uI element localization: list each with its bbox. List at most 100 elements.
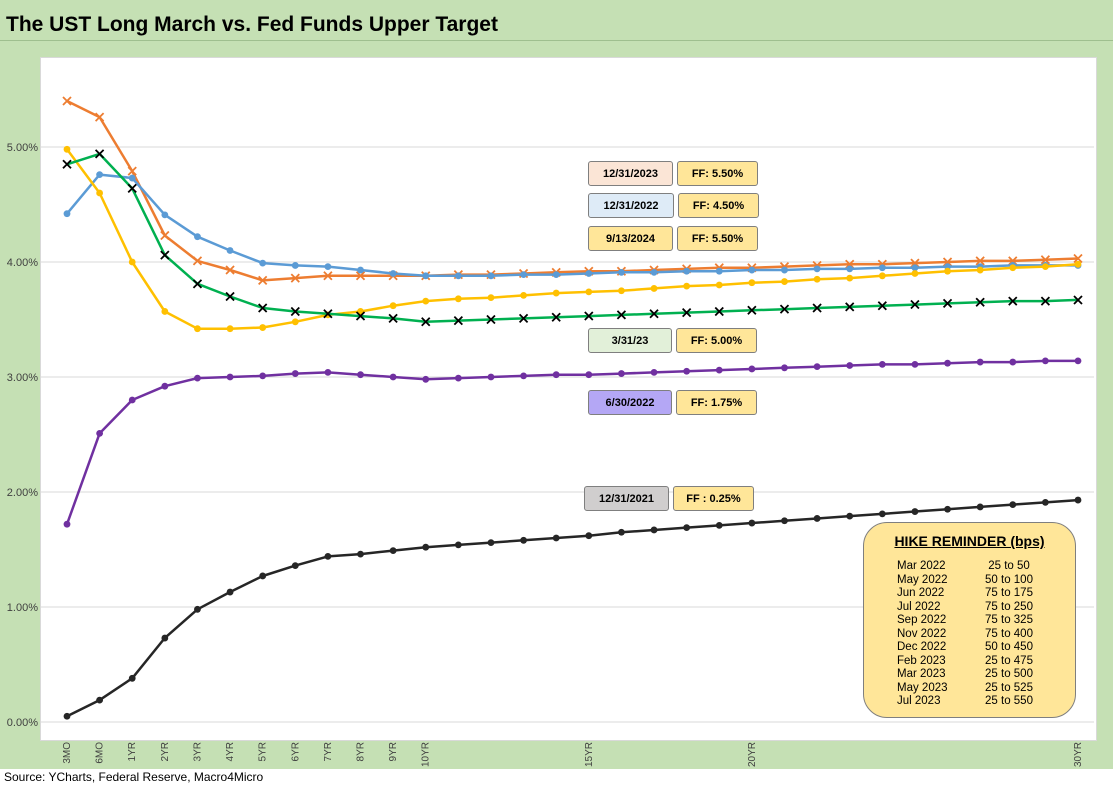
data-point <box>226 325 234 333</box>
data-point <box>715 521 723 529</box>
series-9-13-2024 <box>63 145 1082 333</box>
data-point <box>518 313 529 323</box>
hike-month: Jun 2022 <box>897 587 945 599</box>
data-point <box>1008 296 1018 306</box>
x-tick-label: 9YR <box>388 742 399 761</box>
hike-value: 75 to 175 <box>985 587 1033 599</box>
data-point <box>650 285 658 292</box>
data-point <box>258 303 268 313</box>
data-point <box>96 189 104 197</box>
data-point <box>291 562 299 569</box>
data-point <box>779 304 790 314</box>
data-point <box>194 325 201 333</box>
data-point <box>259 259 267 267</box>
data-point <box>323 271 333 281</box>
hike-reminder-row: Dec 2022 50 to 450 <box>897 641 1049 655</box>
data-point <box>520 271 527 279</box>
data-point <box>975 297 985 307</box>
hike-month: May 2022 <box>897 573 948 586</box>
hike-month: Jul 2023 <box>897 695 941 707</box>
hike-reminder-row: Mar 2022 25 to 50 <box>897 560 1049 574</box>
hike-reminder-row: May 2023 25 to 525 <box>897 682 1049 696</box>
x-tick-label: 10YR <box>421 742 432 767</box>
data-point <box>454 374 462 382</box>
data-point <box>944 505 951 513</box>
legend-date-box: 6/30/2022 <box>588 390 672 415</box>
data-point <box>487 272 495 280</box>
hike-reminder-row: Sep 2022 75 to 325 <box>897 614 1049 628</box>
legend-ff-box: FF: 5.50% <box>677 226 758 251</box>
hike-reminder-row: May 2022 50 to 100 <box>897 574 1049 588</box>
data-point <box>225 291 235 302</box>
data-point <box>357 550 364 558</box>
x-tick-label: 7YR <box>323 742 334 761</box>
data-point <box>161 308 169 315</box>
data-point <box>683 367 691 375</box>
data-point <box>127 166 137 176</box>
series-3-31-23 <box>62 149 1083 327</box>
hike-value: 25 to 500 <box>985 668 1033 680</box>
data-point <box>1074 260 1082 268</box>
data-point <box>324 553 332 560</box>
data-point <box>877 301 887 311</box>
hike-month: May 2023 <box>897 681 948 694</box>
data-point <box>616 310 627 320</box>
data-point <box>94 149 105 159</box>
hike-value: 50 to 450 <box>985 641 1033 653</box>
data-point <box>813 265 821 273</box>
data-point <box>551 312 561 322</box>
data-point <box>290 306 300 317</box>
data-point <box>357 266 364 274</box>
hike-reminder-row: Nov 2022 75 to 400 <box>897 628 1049 642</box>
hike-reminder-panel: HIKE REMINDER (bps) Mar 2022 25 to 50 May … <box>863 522 1076 718</box>
data-point <box>683 524 691 532</box>
data-point <box>585 371 593 379</box>
data-point <box>259 572 267 580</box>
x-tick-label: 2YR <box>160 742 171 761</box>
data-point <box>127 183 137 194</box>
data-point <box>552 289 560 297</box>
data-point <box>63 145 71 153</box>
data-point <box>552 534 560 542</box>
data-point <box>389 270 397 277</box>
data-point <box>683 282 691 290</box>
hike-reminder-row: Mar 2023 25 to 500 <box>897 668 1049 682</box>
data-point <box>1040 255 1051 265</box>
series-6-30-2022 <box>63 357 1082 528</box>
data-point <box>454 295 462 303</box>
legend-ff-box: FF: 4.50% <box>678 193 759 218</box>
data-point <box>682 307 692 318</box>
data-point <box>911 270 919 277</box>
data-point <box>748 279 756 287</box>
data-point <box>357 371 364 379</box>
hike-month: Mar 2022 <box>897 560 946 572</box>
data-point <box>96 171 104 179</box>
data-point <box>520 536 527 544</box>
data-point <box>714 306 724 317</box>
data-point <box>976 266 984 274</box>
hike-value: 25 to 525 <box>985 681 1033 694</box>
data-point <box>258 275 268 286</box>
data-point <box>94 112 105 122</box>
data-point <box>128 674 136 682</box>
data-point <box>225 265 235 275</box>
hike-value: 75 to 400 <box>985 627 1033 640</box>
data-point <box>128 174 136 182</box>
legend-date-box: 12/31/2021 <box>584 486 669 511</box>
data-point <box>226 247 234 254</box>
hike-month: Jul 2022 <box>897 600 941 613</box>
data-point <box>878 272 886 280</box>
data-point <box>845 302 855 312</box>
x-tick-label: 8YR <box>356 742 367 761</box>
data-point <box>1009 358 1017 366</box>
data-point <box>160 230 170 241</box>
data-point <box>259 372 267 380</box>
series-layer <box>62 96 1083 720</box>
y-tick-label: 5.00% <box>7 142 38 154</box>
hike-reminder-title: HIKE REMINDER (bps) <box>894 533 1045 549</box>
data-point <box>650 526 658 534</box>
hike-reminder-row: Feb 2023 25 to 475 <box>897 655 1049 669</box>
data-point <box>422 297 430 305</box>
data-point <box>976 503 984 511</box>
data-point <box>910 299 920 310</box>
